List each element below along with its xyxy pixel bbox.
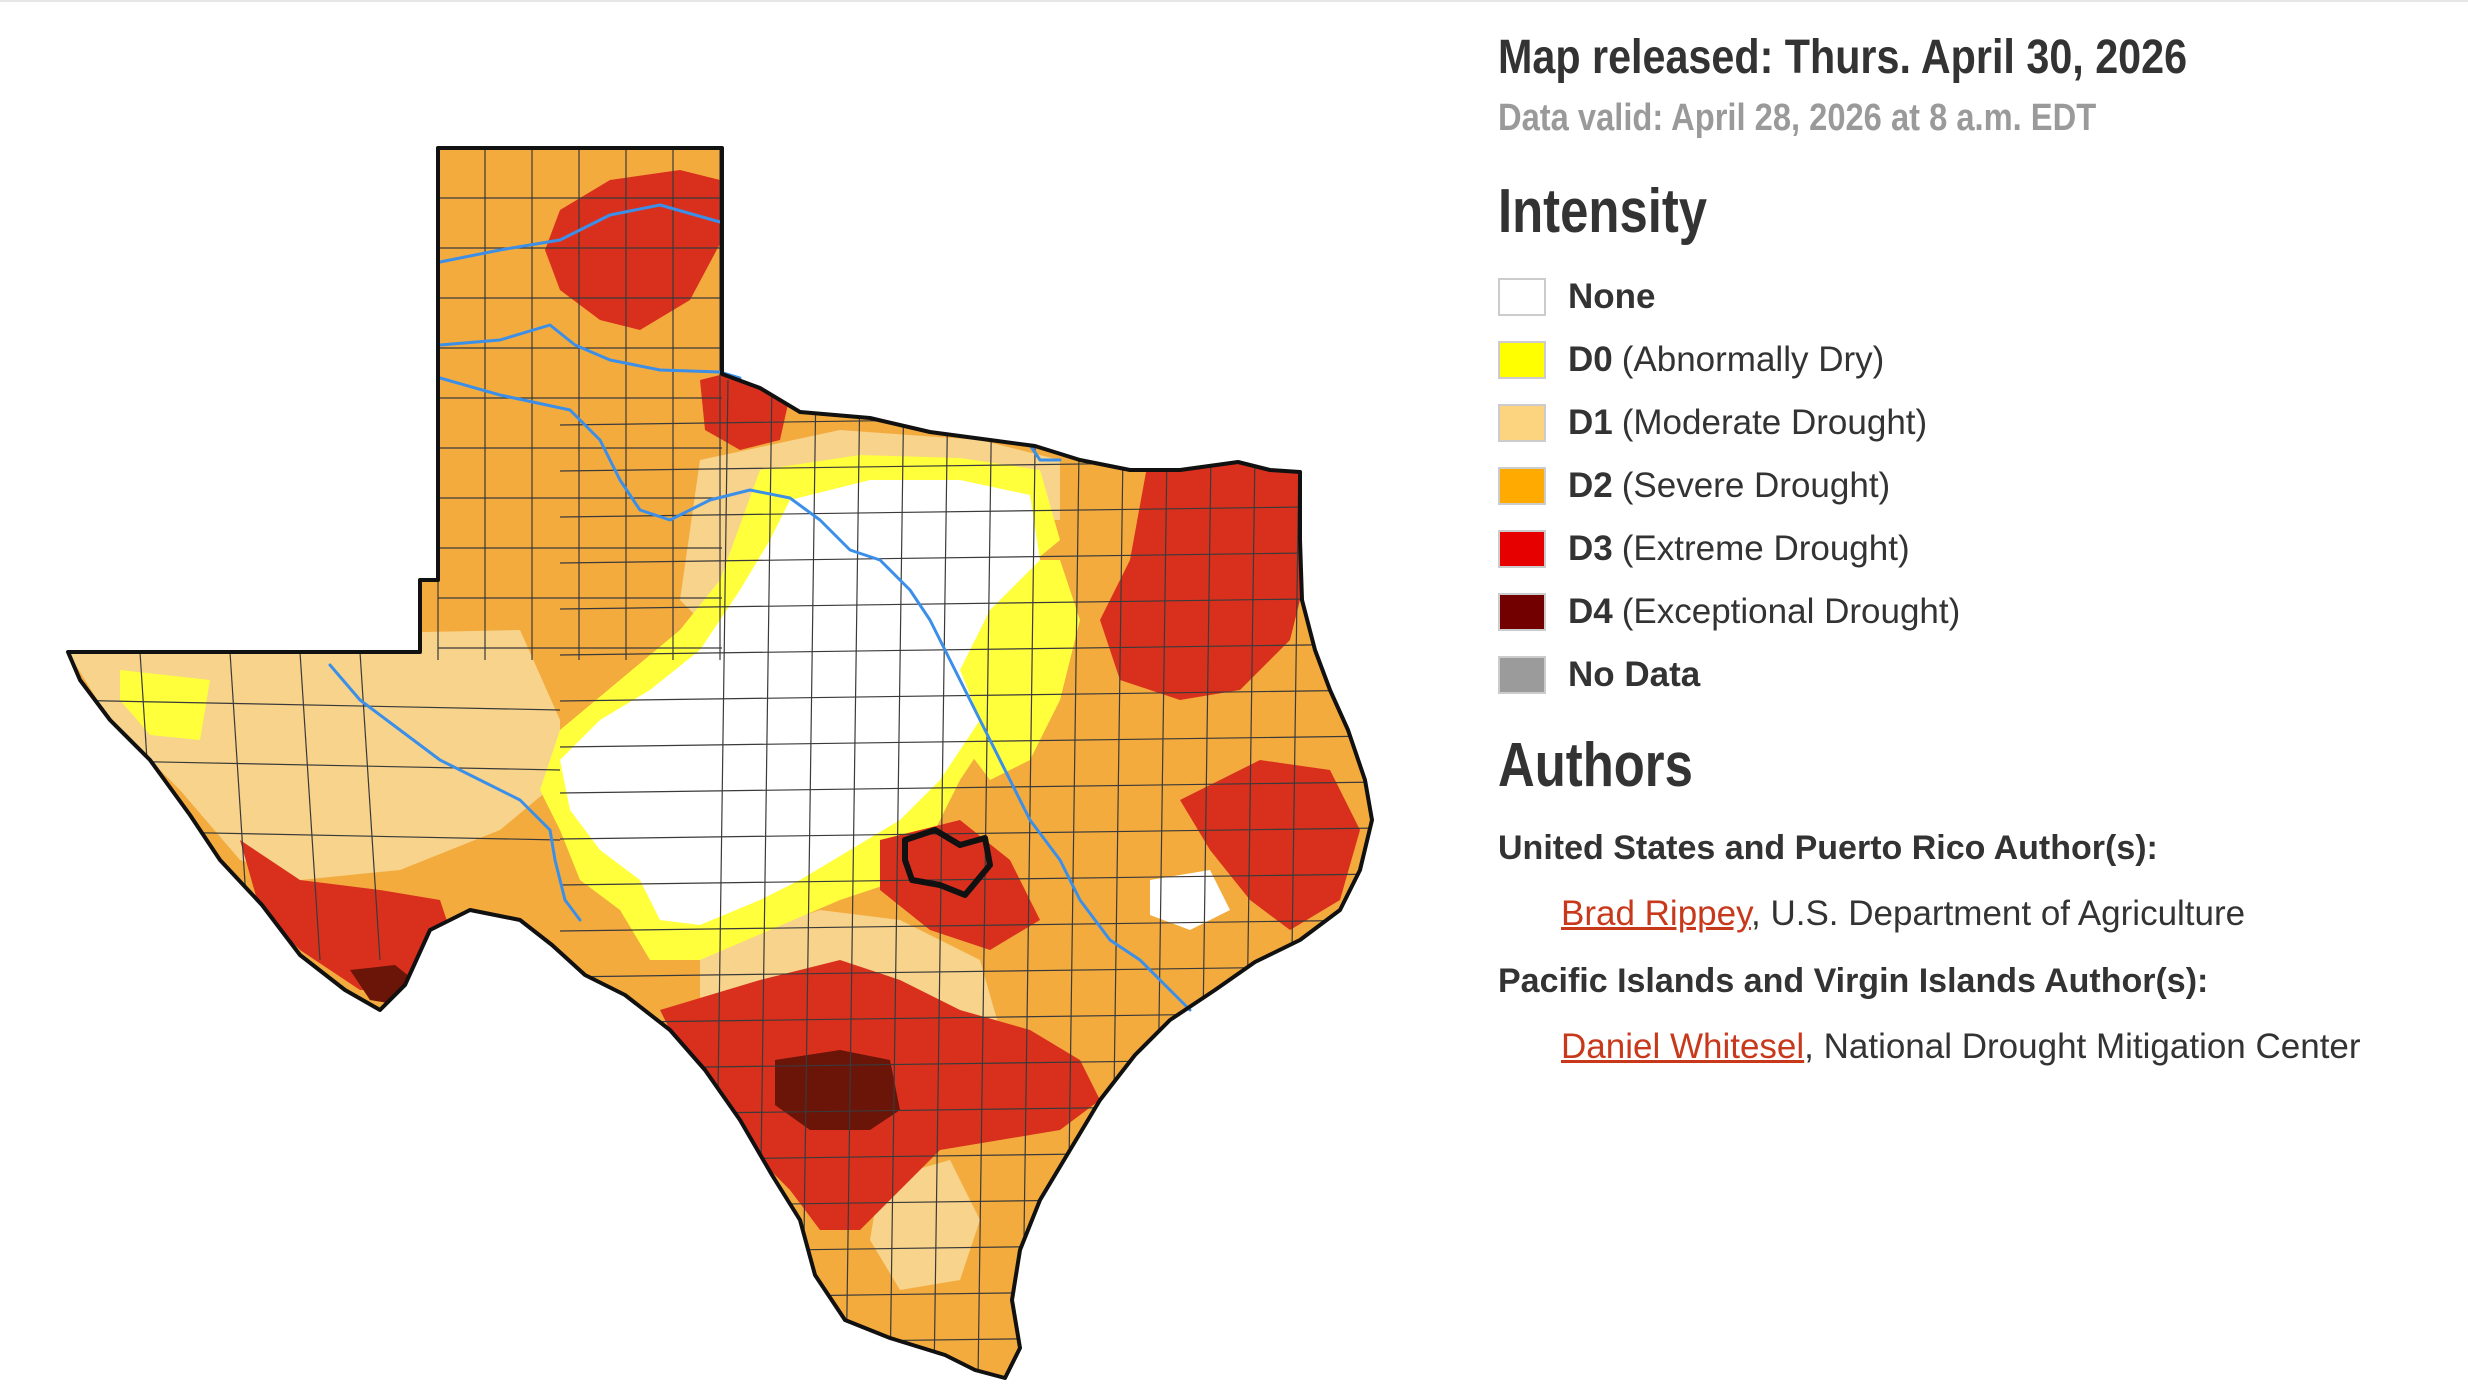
zone-d3-bigbend — [240, 840, 460, 990]
county-line — [559, 919, 1372, 932]
legend-code: D3 — [1568, 528, 1613, 568]
legend-swatch — [1498, 277, 1546, 316]
legend-desc: (Abnormally Dry) — [1621, 339, 1885, 379]
legend-item-none: None — [1498, 265, 2458, 328]
county-line — [68, 699, 561, 711]
rivers — [328, 203, 1192, 1012]
legend-swatch — [1498, 655, 1546, 694]
legend-item-d4: D4 (Exceptional Drought) — [1498, 580, 2458, 643]
zone-d4-south — [775, 1050, 900, 1130]
map-released-date: Map released: Thurs. April 30, 2026 — [1498, 31, 2188, 84]
county-line — [559, 505, 1372, 518]
county-line — [559, 827, 1372, 840]
zone-none-houston — [1150, 870, 1230, 930]
highlighted-county-outline — [902, 827, 993, 898]
county-line — [559, 873, 1372, 886]
texas-border — [66, 146, 1374, 1380]
legend-item-d1: D1 (Moderate Drought) — [1498, 391, 2458, 454]
legend-desc: (Severe Drought) — [1621, 465, 1891, 505]
legend-item-d0: D0 (Abnormally Dry) — [1498, 328, 2458, 391]
county-line — [1021, 379, 1037, 1378]
author-group-label-pacific: Pacific Islands and Virgin Islands Autho… — [1498, 962, 2209, 1000]
county-line — [559, 781, 1372, 794]
author-link-brad-rippey[interactable]: Brad Rippey — [1561, 894, 1752, 933]
zone-d3-easttx — [1180, 760, 1360, 930]
top-divider — [0, 0, 2468, 2]
authors-heading: Authors — [1498, 731, 1693, 800]
author-link-daniel-whitesel[interactable]: Daniel Whitesel — [1561, 1027, 1805, 1066]
zone-d0-east — [960, 560, 1080, 780]
legend-item-no-data: No Data — [1498, 643, 2458, 706]
legend-item-d3: D3 (Extreme Drought) — [1498, 517, 2458, 580]
legend-desc: No Data — [1568, 654, 1701, 694]
legend-desc: (Exceptional Drought) — [1621, 591, 1961, 631]
legend-code: D4 — [1568, 591, 1613, 631]
data-valid-date: Data valid: April 28, 2026 at 8 a.m. EDT — [1498, 97, 2097, 139]
county-line — [845, 379, 861, 1378]
legend-swatch — [1498, 529, 1546, 568]
river-red — [438, 376, 1192, 1012]
river-prairie-dog — [438, 323, 742, 380]
county-line — [559, 735, 1372, 748]
river-canadian — [438, 203, 722, 264]
zone-none-central — [560, 480, 1040, 925]
legend-desc: (Moderate Drought) — [1621, 402, 1928, 442]
author-affiliation: , U.S. Department of Agriculture — [1751, 894, 2246, 933]
county-line — [559, 643, 1372, 656]
legend-desc: None — [1568, 276, 1656, 316]
legend-desc: (Extreme Drought) — [1621, 528, 1910, 568]
county-line — [801, 379, 817, 1378]
zone-d3-northeast — [1100, 450, 1310, 700]
legend-code: D2 — [1568, 465, 1613, 505]
county-line — [559, 689, 1372, 702]
texas-drought-map-svg — [66, 146, 1374, 1380]
legend-swatch — [1498, 466, 1546, 505]
river-northeast — [1028, 443, 1062, 462]
author-line-pacific: Daniel Whitesel, National Drought Mitiga… — [1561, 1027, 2458, 1067]
author-line-us: Brad Rippey, U.S. Department of Agricult… — [1561, 894, 2458, 934]
legend-code: D1 — [1568, 402, 1613, 442]
river-pecos — [328, 663, 582, 922]
author-group-label-us: United States and Puerto Rico Author(s): — [1498, 829, 2158, 867]
author-affiliation: , National Drought Mitigation Center — [1804, 1027, 2361, 1066]
county-line — [559, 551, 1372, 564]
legend-swatch — [1498, 592, 1546, 631]
county-line — [559, 597, 1372, 610]
county-line — [977, 379, 993, 1378]
county-line — [299, 651, 321, 961]
intensity-heading: Intensity — [1498, 177, 1708, 246]
legend-swatch — [1498, 340, 1546, 379]
zone-d3-centraltx — [880, 820, 1040, 950]
legend-swatch — [1498, 403, 1546, 442]
drought-map — [66, 146, 1374, 1380]
intensity-legend: None D0 (Abnormally Dry) D1 (Moderate Dr… — [1498, 265, 2458, 706]
legend-code: D0 — [1568, 339, 1613, 379]
map-info-panel: Map released: Thurs. April 30, 2026 Data… — [1498, 30, 2458, 1067]
legend-item-d2: D2 (Severe Drought) — [1498, 454, 2458, 517]
